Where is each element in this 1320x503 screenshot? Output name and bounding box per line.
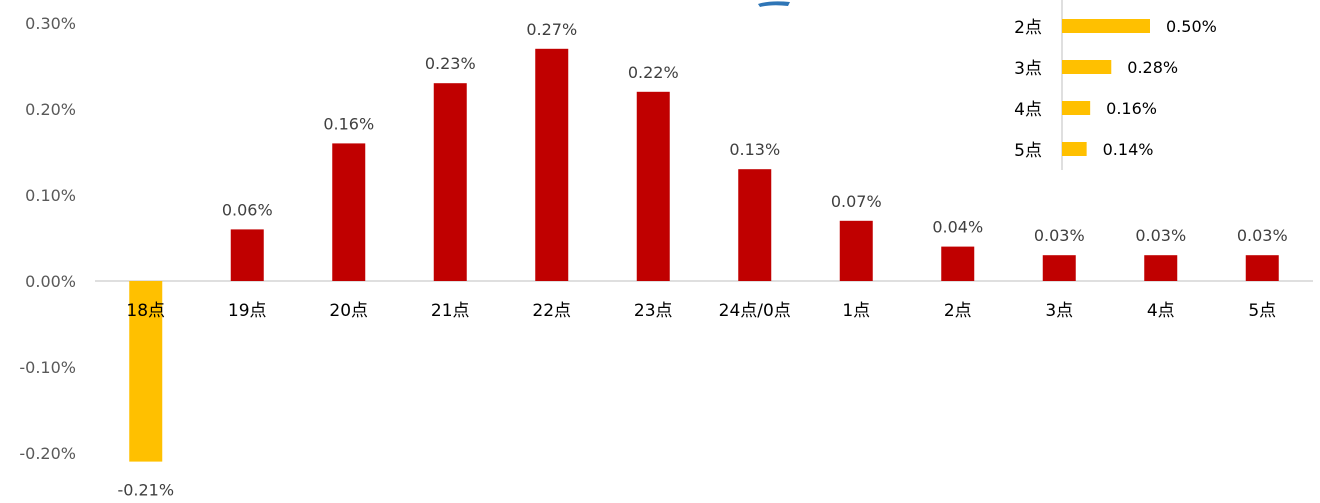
data-label: 0.04% [932, 218, 983, 237]
bar-10 [1144, 255, 1178, 281]
y-tick-label: 0.00% [25, 272, 76, 291]
x-tick-label: 2点 [944, 301, 972, 321]
x-tick-label: 19点 [228, 301, 267, 321]
bar-4 [535, 48, 569, 281]
inset-category-label: 3点 [1014, 59, 1042, 79]
inset-data-label: 0.16% [1106, 99, 1157, 118]
y-tick-label: 0.20% [25, 100, 76, 119]
inset-bar-1 [1062, 60, 1112, 74]
bar-5 [636, 91, 670, 281]
inset-bar-3 [1062, 142, 1087, 156]
x-tick-label: 21点 [431, 301, 470, 321]
x-tick-label: 23点 [634, 301, 673, 321]
data-label: 0.27% [526, 20, 577, 39]
inset-chart: 2点 0.50% 3点 0.28% 4点 0.16% 5点 0.14% [758, 0, 1320, 170]
data-label: 0.03% [1237, 226, 1288, 245]
y-tick-label: -0.10% [19, 358, 76, 377]
bar-2 [332, 143, 366, 281]
inset-data-label: 0.14% [1103, 140, 1154, 159]
inset-category-label: 4点 [1014, 100, 1042, 120]
inset-category-label: 5点 [1014, 141, 1042, 161]
data-label: 0.23% [425, 54, 476, 73]
bar-7 [839, 220, 873, 281]
main-chart-labels: 18点 -0.21% 19点 0.06% 20点 0.16% 21点 0.23% 22点 0.27… [117, 20, 1287, 500]
y-tick-label: -0.20% [19, 444, 76, 463]
inset-category-label: 2点 [1014, 18, 1042, 38]
inset-data-label: 0.28% [1127, 58, 1178, 77]
bar-3 [433, 83, 467, 281]
inset-background [985, 0, 1320, 170]
data-label: 0.22% [628, 63, 679, 82]
inset-logo-fragment [758, 1, 790, 8]
bar-9 [1042, 255, 1076, 281]
x-tick-label: 22点 [532, 301, 571, 321]
x-tick-label: 24点/0点 [719, 301, 791, 321]
bar-1 [230, 229, 264, 281]
x-tick-label: 4点 [1147, 301, 1175, 321]
y-tick-label: 0.10% [25, 186, 76, 205]
y-tick-label: 0.30% [25, 14, 76, 33]
inset-data-label: 0.50% [1166, 17, 1217, 36]
data-label: 0.07% [831, 192, 882, 211]
x-tick-label: 3点 [1045, 301, 1073, 321]
bar-0 [129, 281, 163, 462]
x-tick-label: 5点 [1248, 301, 1276, 321]
bar-6 [738, 169, 772, 281]
x-tick-label: 20点 [329, 301, 368, 321]
main-chart-bars [129, 48, 1279, 462]
x-tick-label: 18点 [126, 301, 165, 321]
data-label: 0.03% [1034, 226, 1085, 245]
bar-8 [941, 246, 975, 281]
main-chart-axes: 0.30% 0.20% 0.10% 0.00% -0.10% -0.20% [19, 14, 1313, 463]
inset-bar-2 [1062, 101, 1091, 115]
data-label: 0.16% [323, 114, 374, 133]
bar-11 [1245, 255, 1279, 281]
data-label: -0.21% [117, 481, 174, 500]
data-label: 0.03% [1135, 226, 1186, 245]
x-tick-label: 1点 [842, 301, 870, 321]
data-label: 0.06% [222, 200, 273, 219]
inset-bar-0 [1062, 19, 1150, 33]
data-label: 0.13% [729, 140, 780, 159]
